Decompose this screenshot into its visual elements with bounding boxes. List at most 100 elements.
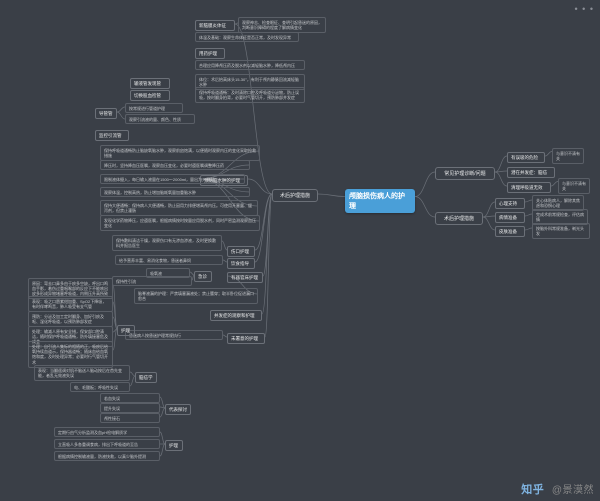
mindmap-node[interactable]: 切换股血检管 <box>130 90 170 101</box>
mindmap-node[interactable]: 根据病情控制输液量，防液快救，以真少脑外提测 <box>54 451 160 461</box>
node-label: 新脑膜炎体征 <box>199 23 226 29</box>
mindmap-node[interactable]: 发现化学药物降压，应遵医嘱，根据病情按时按量应用脱水剂，同时严密监测观察血压变化 <box>100 215 260 231</box>
mindmap-node[interactable]: 皮肤准备 <box>495 226 525 237</box>
mindmap-node[interactable]: 监控引流管 <box>95 130 129 141</box>
mindmap-node[interactable]: 观察体温，控制高热，防止增加脑耗氧量加重脑水肿 <box>100 187 250 197</box>
watermark-brand: 知乎 <box>521 484 544 496</box>
node-label: 合理应用降颅压药及脱水剂以减轻脑水肿，降低颅内压 <box>199 63 295 68</box>
node-label: 与意识不清有关 <box>562 181 586 192</box>
mindmap-node[interactable]: 新脑膜炎体征 <box>195 20 235 31</box>
node-label: 伤口护理 <box>231 249 249 255</box>
node-label: 关心体贴病人，解除其焦虑和恐惧心理 <box>536 198 580 209</box>
node-label: 护理 <box>169 443 178 449</box>
mindmap-node[interactable]: 有器官床护理 <box>227 272 263 283</box>
node-label: 电、毛酸板；呼吸性失误 <box>74 385 118 390</box>
mindmap-node[interactable]: 输液管发现管 <box>130 78 170 89</box>
mindmap-node[interactable]: 有误吸的危险 <box>507 152 545 163</box>
mindmap-node[interactable]: 用药护理 <box>195 48 225 59</box>
mindmap-node[interactable]: 限制液体摄入，每日输入液量在1500～2000ml，量出为入原则 <box>100 174 245 184</box>
mindmap-node[interactable]: 观察神志、检查眼征、查明引起昏迷的原因，判断意识障碍的程度了解病情变化 <box>238 17 326 33</box>
mindmap-node[interactable]: 定期行由气分析监测及血pH检电解质学 <box>54 427 160 437</box>
node-label: 有误吸的危险 <box>511 155 538 161</box>
mindmap-node[interactable]: 脑疝学 <box>135 372 157 383</box>
mindmap-node[interactable]: 常见护理诊断/问题 <box>435 167 495 180</box>
node-label: 输液管发现管 <box>134 81 161 87</box>
node-label: 保持大便通畅：保持病人大便通畅，防止因用力排便增高颅内压。可使用开塞露、缓泻剂，… <box>104 203 254 214</box>
node-label: 与意识不清有关 <box>556 151 580 162</box>
mindmap-node[interactable]: 立直吸人多各重调食病，排出下呼吸道的至告 <box>54 439 160 449</box>
mindmap-node[interactable]: 颅性接石 <box>100 413 160 423</box>
node-label: 完成术前常规检查，评估病情 <box>536 212 584 223</box>
mindmap-node[interactable]: 保持呼吸道通畅：及时清除口腔及呼吸道分泌物，防止误吸，按时翻身拍背，必要时气管切… <box>195 87 305 103</box>
mindmap-node[interactable]: 颅脑损伤病人的护理 <box>345 189 415 213</box>
mindmap-node[interactable]: 与意识不清有关 <box>558 178 590 194</box>
mindmap-node[interactable]: 术后护理措施 <box>435 212 483 225</box>
mindmap-node[interactable]: 代表探讨 <box>165 404 191 415</box>
node-label: 颅性接石 <box>104 416 120 421</box>
watermark-author: @景漠然 <box>552 485 594 496</box>
node-label: 按脑外科常规准备，剃光头发 <box>536 226 586 237</box>
mindmap-node[interactable]: 按脑外科常规准备，剃光头发 <box>532 223 590 239</box>
node-label: 表现：当翻遥调对肌不脑送人脑动按后在首先变能，者乱无效液失误 <box>38 368 126 379</box>
node-label: 未署意的护理 <box>231 336 258 342</box>
mindmap-node[interactable]: 降压时，坚持降血压医嘱，观察血压变化，必要时遵医嘱调整降压药 <box>100 160 250 170</box>
mindmap-node[interactable]: 保持敷料清洁干燥，观察伤口有无渗血渗液，及时更换敷料并报告医生 <box>112 235 222 251</box>
node-label: 术后护理措施 <box>444 215 474 222</box>
node-label: 常见护理诊断/问题 <box>444 170 485 177</box>
mindmap-node[interactable]: 潜在并发症：脑疝 <box>507 167 555 178</box>
node-label: 观察神志、检查眼征、查明引起昏迷的原因，判断意识障碍的程度了解病情变化 <box>242 20 322 31</box>
menu-dots-icon[interactable]: • • • <box>575 4 594 14</box>
mindmap-node[interactable]: 处理：自引流人集标的相随的正，吸痰后给氧持续血道示，保持器道畅；随床血给血氧饱和… <box>28 341 113 368</box>
mindmap-node[interactable]: 保持大便通畅：保持病人大便通畅，防止因用力排便增高颅内压。可使用开塞露、缓泻剂，… <box>100 200 258 216</box>
node-label: 定期行由气分析监测及血pH检电解质学 <box>58 430 127 435</box>
mindmap-node[interactable]: 未署意的护理 <box>227 333 265 344</box>
node-label: 心理支持 <box>499 201 517 207</box>
mindmap-node[interactable]: 并发症的观察和护理 <box>210 310 262 321</box>
mindmap-node[interactable]: 急诊 <box>194 271 212 282</box>
node-label: 保持性引流 <box>116 279 136 284</box>
node-label: 观察引流液的量、颜色、性质 <box>129 117 181 122</box>
mindmap-node[interactable]: 导管管 <box>95 108 117 119</box>
node-label: 颅脑损伤病人的护理 <box>349 191 411 211</box>
mindmap-node[interactable]: 昏迷病人按昏迷护理常规执行 <box>125 330 223 340</box>
mindmap-node[interactable]: 预防：分泌及加工定时翻身、加好引痰及呕、湿化呼吸道，以预防肺部发症 <box>28 311 113 327</box>
watermark: 知乎 @景漠然 <box>521 481 594 497</box>
node-label: 体温及基础：观察生命体征是否正常，及时发现异常 <box>199 35 291 40</box>
mindmap-node[interactable]: 表现：当翻遥调对肌不脑送人脑动按后在首先变能，者乱无效液失误 <box>34 365 130 381</box>
mindmap-node[interactable]: 伤口护理 <box>227 246 255 257</box>
mindmap-node[interactable]: 电、毛酸板；呼吸性失误 <box>70 382 130 392</box>
node-label: 立直吸人多各重调食病，排出下呼吸道的至告 <box>58 442 138 447</box>
mindmap-node[interactable]: 病情准备 <box>495 212 525 223</box>
mindmap-node[interactable]: 给予营养丰富、易消化食物，昏迷者鼻饲 <box>115 255 223 265</box>
mindmap-node[interactable]: 体温及基础：观察生命体征是否正常，及时发现异常 <box>195 32 299 42</box>
mindmap-node[interactable]: 合理应用降颅压药及脱水剂以减轻脑水肿，降低颅内压 <box>195 60 305 70</box>
mindmap-node[interactable]: 表现：吸之口唇紫绀加重、SpO2下降吸，有时伴哮鸣音，肺人吸受有支气管 <box>28 296 113 312</box>
mindmap-node[interactable]: 脑脊液漏的护理：严禁填塞漏液处；禁止腰穿；取半卧位促进漏口愈合 <box>134 288 258 304</box>
mindmap-node[interactable]: 提升失误 <box>100 403 160 413</box>
node-label: 按常规进行管道护理 <box>129 106 165 111</box>
mindmap-node[interactable]: 与意识不清有关 <box>552 148 584 164</box>
mindmap-node[interactable]: 保持呼吸道通畅防止脑缺氧脑水肿，观察前囟饱满，以便随时观察内压的变化采取抢救措施 <box>100 145 260 161</box>
mindmap-node[interactable]: 按常规进行管道护理 <box>125 103 183 113</box>
node-label: 用药护理 <box>199 51 217 57</box>
node-label: 导管管 <box>99 111 113 117</box>
mindmap-node[interactable]: 心理支持 <box>495 198 525 209</box>
node-label: 原因：弯去口鼻多由于痰多空缺，呼出口鸣血手影，着伤过重咽喉部的反应下不能咳出皮多… <box>32 281 109 297</box>
mindmap-node[interactable]: 保持性引流 <box>112 276 192 286</box>
node-label: 提升失误 <box>104 406 120 411</box>
mindmap-node[interactable]: 术后护理措施 <box>272 189 318 202</box>
node-label: 保持呼吸道通畅防止脑缺氧脑水肿，观察前囟饱满，以便随时观察内压的变化采取抢救措施 <box>104 148 256 159</box>
mindmap-node[interactable]: 饮食指导 <box>227 258 255 269</box>
mindmap-node[interactable]: 护理 <box>117 325 135 336</box>
mindmap-node[interactable]: 若血失误 <box>100 393 160 403</box>
node-label: 保持敷料清洁干燥，观察伤口有无渗血渗液，及时更换敷料并报告医生 <box>116 238 218 249</box>
node-label: 并发症的观察和护理 <box>214 313 255 319</box>
mindmap-node[interactable]: 护理 <box>165 440 183 451</box>
node-label: 降压时，坚持降血压医嘱，观察血压变化，必要时遵医嘱调整降压药 <box>104 163 224 168</box>
node-label: 表现：吸之口唇紫绀加重、SpO2下降吸，有时伴哮鸣音，肺人吸受有支气管 <box>32 299 109 310</box>
mindmap-node[interactable]: 清理呼吸道无效 <box>507 182 551 193</box>
mindmap-node[interactable]: 观察引流液的量、颜色、性质 <box>125 114 195 124</box>
node-label: 根据病情控制输液量，防液快救，以真少脑外提测 <box>58 454 146 459</box>
node-label: 饮食指导 <box>231 261 249 267</box>
node-label: 脑脊液漏的护理：严禁填塞漏液处；禁止腰穿；取半卧位促进漏口愈合 <box>138 291 254 302</box>
